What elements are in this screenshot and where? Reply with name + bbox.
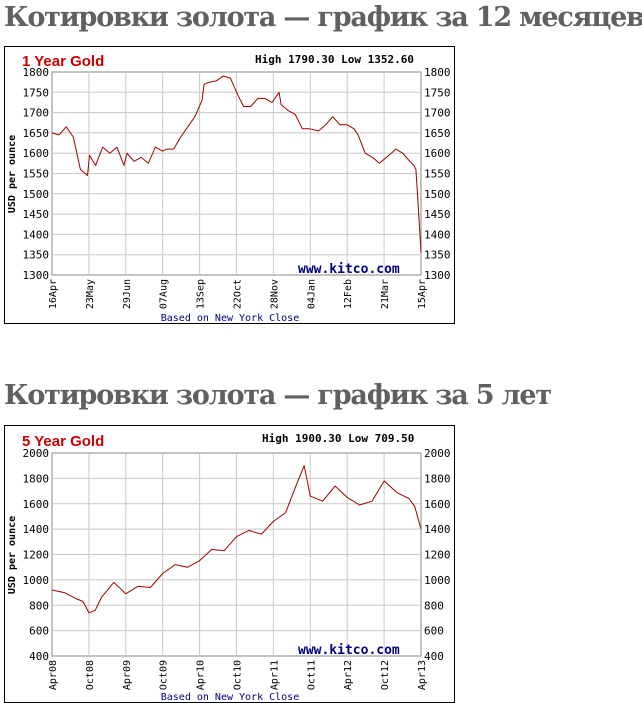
y-tick-label: 2000: [23, 447, 50, 460]
y-tick-label: 1200: [424, 549, 451, 562]
grid-lines: [52, 72, 421, 275]
y-tick-label: 1300: [424, 269, 451, 282]
y-tick-label: 1600: [23, 147, 50, 160]
y-tick-label: 1800: [23, 472, 50, 485]
y-tick-label: 1650: [424, 127, 451, 140]
y-tick-labels-left: 1300 1350 1400 1450 1500 1550 1600 1650 1700 1750…: [23, 66, 50, 282]
x-tick-label: Oct08: [85, 660, 96, 690]
y-tick-label: 1700: [23, 107, 50, 120]
y-tick-label: 1800: [424, 472, 451, 485]
y-tick-label: 400: [29, 650, 49, 663]
x-tick-label: 21Mar: [380, 279, 391, 309]
footnote: Based on New York Close: [161, 692, 299, 703]
y-tick-label: 1350: [424, 249, 451, 262]
y-tick-labels-right: 1300 1350 1400 1450 1500 1550 1600 1650 1700 1750…: [424, 66, 451, 282]
x-tick-label: Oct12: [380, 660, 391, 690]
chart-1-year-svg: 1300 1350 1400 1450 1500 1550 1600 1650 1700 1750…: [4, 46, 455, 324]
y-tick-label: 1450: [424, 208, 451, 221]
x-tick-label: 16Apr: [48, 279, 59, 309]
chart-5-year-svg: 400 600 800 1000 1200 1400 1600 1800 2000 400 600…: [4, 425, 455, 703]
high-low-readout: High 1790.30 Low 1352.60: [255, 53, 414, 66]
x-tick-label: 23May: [85, 279, 96, 309]
y-tick-label: 1400: [23, 228, 50, 241]
y-tick-label: 600: [424, 625, 444, 638]
y-tick-label: 1550: [23, 168, 50, 181]
x-tick-label: Oct09: [159, 660, 170, 690]
heading-12-months: Котировки золота — график за 12 месяцев: [4, 2, 642, 33]
gold-price-line: [51, 75, 422, 253]
x-tick-label: Apr09: [122, 660, 133, 690]
y-tick-label: 1550: [424, 168, 451, 181]
y-tick-label: 1400: [424, 523, 451, 536]
y-tick-label: 1800: [424, 66, 451, 79]
x-tick-label: 22Oct: [233, 279, 244, 309]
x-tick-label: 13Sep: [196, 279, 207, 309]
y-tick-label: 1500: [23, 188, 50, 201]
y-tick-label: 1400: [23, 523, 50, 536]
high-low-readout: High 1900.30 Low 709.50: [262, 432, 414, 445]
x-tick-label: 07Aug: [159, 279, 170, 309]
y-tick-label: 1300: [23, 269, 50, 282]
y-tick-label: 800: [29, 599, 49, 612]
chart-title: 1 Year Gold: [22, 53, 104, 70]
watermark: www.kitco.com: [298, 262, 400, 277]
y-tick-label: 800: [424, 599, 444, 612]
x-tick-label: Apr10: [196, 660, 207, 690]
y-axis-label: USD per ounce: [7, 516, 18, 594]
y-tick-label: 400: [424, 650, 444, 663]
x-tick-label: 15Apr: [417, 279, 428, 309]
y-tick-label: 1750: [23, 86, 50, 99]
heading-5-years: Котировки золота — график за 5 лет: [4, 380, 552, 411]
watermark: www.kitco.com: [298, 643, 400, 658]
y-tick-label: 1600: [424, 147, 451, 160]
x-tick-label: 04Jan: [306, 279, 317, 309]
y-tick-label: 1600: [424, 498, 451, 511]
y-tick-label: 1450: [23, 208, 50, 221]
x-tick-labels: Apr08 Oct08 Apr09 Oct09 Apr10 Oct10 Apr11 Oct11…: [48, 660, 428, 690]
x-tick-label: 28Nov: [269, 279, 280, 309]
x-tick-label: Apr08: [48, 660, 59, 690]
y-tick-label: 1000: [424, 574, 451, 587]
y-tick-labels-left: 400 600 800 1000 1200 1400 1600 1800 2000: [23, 447, 50, 663]
x-tick-label: 29Jun: [122, 279, 133, 309]
grid-lines: [52, 453, 421, 656]
x-tick-label: Apr13: [417, 660, 428, 690]
x-tick-label: 12Feb: [343, 279, 354, 309]
y-tick-label: 1350: [23, 249, 50, 262]
y-tick-label: 1200: [23, 549, 50, 562]
x-tick-label: Oct10: [233, 660, 244, 690]
y-tick-label: 600: [29, 625, 49, 638]
y-tick-labels-right: 400 600 800 1000 1200 1400 1600 1800 2000: [424, 447, 451, 663]
x-tick-label: Apr12: [343, 660, 354, 690]
y-axis-label: USD per ounce: [7, 135, 18, 213]
x-tick-label: Oct11: [306, 660, 317, 690]
gold-price-line: [51, 465, 422, 614]
y-tick-label: 1800: [23, 66, 50, 79]
y-tick-label: 1500: [424, 188, 451, 201]
chart-1-year-gold: 1300 1350 1400 1450 1500 1550 1600 1650 1700 1750…: [4, 46, 455, 324]
x-tick-labels: 16Apr 23May 29Jun 07Aug 13Sep 22Oct 28Nov 04Jan…: [48, 279, 428, 309]
y-tick-label: 1700: [424, 107, 451, 120]
y-tick-label: 2000: [424, 447, 451, 460]
chart-title: 5 Year Gold: [22, 433, 104, 450]
y-tick-label: 1650: [23, 127, 50, 140]
y-tick-label: 1750: [424, 86, 451, 99]
y-tick-label: 1400: [424, 228, 451, 241]
x-tick-label: Apr11: [269, 660, 280, 690]
footnote: Based on New York Close: [161, 313, 299, 324]
chart-5-year-gold: 400 600 800 1000 1200 1400 1600 1800 2000 400 600…: [4, 425, 455, 703]
y-tick-label: 1000: [23, 574, 50, 587]
y-tick-label: 1600: [23, 498, 50, 511]
